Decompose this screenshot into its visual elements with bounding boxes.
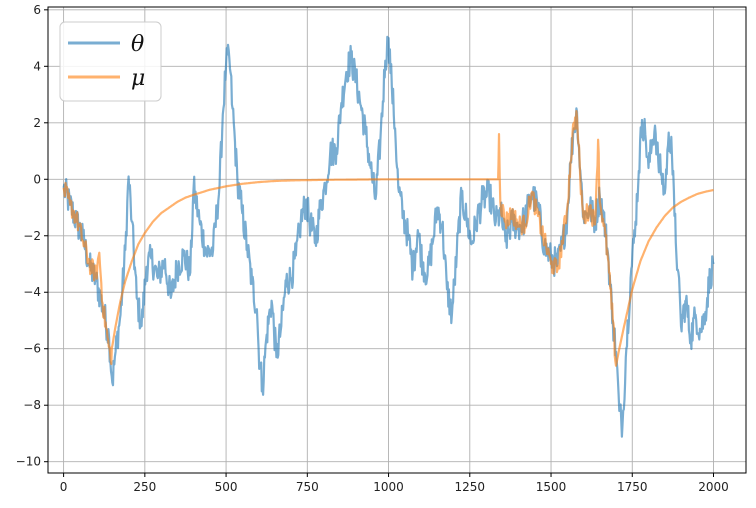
x-tick-label: 2000 bbox=[698, 480, 729, 494]
x-tick-label: 500 bbox=[215, 480, 238, 494]
x-tick-label: 1000 bbox=[373, 480, 404, 494]
y-tick-label: 0 bbox=[33, 172, 41, 186]
y-axis: 6 4 2 0 −2 −4 −6 −8 −10 bbox=[16, 3, 48, 469]
y-tick-label: −2 bbox=[23, 229, 41, 243]
plot-frame bbox=[47, 6, 747, 474]
legend-label-mu: μ bbox=[131, 66, 145, 91]
y-tick-label: −4 bbox=[23, 285, 41, 299]
x-tick-label: 250 bbox=[133, 480, 156, 494]
legend-label-theta: θ bbox=[131, 32, 144, 57]
x-tick-label: 750 bbox=[296, 480, 319, 494]
y-tick-label: −10 bbox=[16, 455, 41, 469]
y-tick-label: 2 bbox=[33, 116, 41, 130]
x-tick-label: 0 bbox=[60, 480, 68, 494]
x-axis: 0 250 500 750 1000 1250 1500 1750 2000 bbox=[60, 473, 729, 494]
y-tick-label: −8 bbox=[23, 398, 41, 412]
series-line-mu bbox=[62, 110, 714, 367]
legend: θ μ bbox=[59, 21, 162, 102]
x-tick-label: 1500 bbox=[536, 480, 567, 494]
y-tick-label: 6 bbox=[33, 3, 41, 17]
x-tick-label: 1750 bbox=[617, 480, 648, 494]
x-tick-label: 1250 bbox=[455, 480, 486, 494]
legend-box bbox=[59, 21, 162, 102]
y-tick-label: 4 bbox=[33, 59, 41, 73]
series-layer bbox=[62, 35, 715, 438]
grid bbox=[48, 7, 746, 473]
y-tick-label: −6 bbox=[23, 342, 41, 356]
